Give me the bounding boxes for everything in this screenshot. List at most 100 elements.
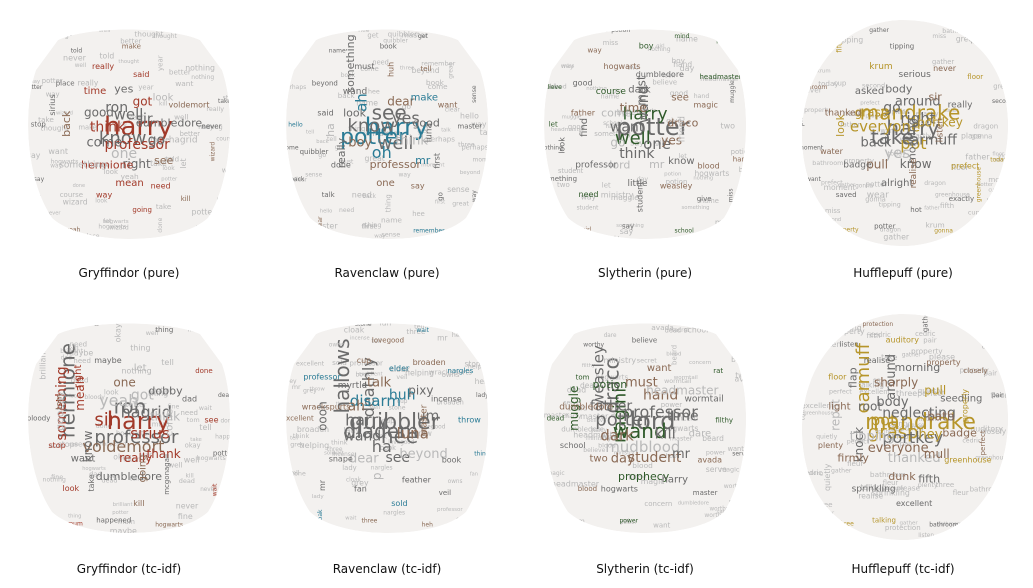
wordcloud-word: bathroom xyxy=(798,84,827,91)
wordcloud-word: find xyxy=(579,118,590,137)
wordcloud-word: go xyxy=(610,136,625,150)
wordcloud-word: hogwarts xyxy=(601,485,638,494)
wordcloud-word: lord xyxy=(630,407,676,435)
wordcloud-word: wait xyxy=(416,327,429,334)
wordcloud-filler-word: power xyxy=(661,401,682,409)
wordcloud-word: nothing xyxy=(19,360,26,383)
wordcloud-filler-word: closely xyxy=(980,427,1006,436)
wordcloud-word: cup xyxy=(357,356,372,365)
wordcloud-word: p xyxy=(370,472,384,480)
wordcloud-word: mean xyxy=(73,377,87,411)
wordcloud-filler-word: want xyxy=(55,30,72,38)
wordcloud-filler-word: bathroom xyxy=(937,521,962,527)
wordcloud-filler-word: hogwarts xyxy=(82,466,106,472)
wordcloud-word: miss xyxy=(728,189,735,203)
wordcloud-filler-word: stone xyxy=(289,471,306,478)
wordcloud-caption: Gryffindor (pure) xyxy=(78,266,180,280)
wordcloud-filler-word: filthy xyxy=(582,363,595,369)
wordcloud-filler-word: hello xyxy=(320,209,333,215)
wordcloud-word: one xyxy=(111,146,137,162)
wordcloud-filler-word: place xyxy=(961,131,982,140)
wordcloud-word: father xyxy=(971,39,990,46)
wordcloud-caption: Gryffindor (tc-idf) xyxy=(76,562,182,576)
wordcloud-word: mr xyxy=(318,479,327,491)
wordcloud-filler-word: clear xyxy=(445,107,461,114)
wordcloud-word: harry xyxy=(623,105,668,125)
wordcloud-word: water xyxy=(820,147,844,156)
wordcloud-filler-word: hee xyxy=(295,33,308,41)
wordcloud-filler-word: wait xyxy=(199,405,213,412)
wordcloud-word: say xyxy=(34,176,45,183)
wordcloud-filler-word: book xyxy=(356,372,371,379)
wordcloud-word: greenhouse xyxy=(976,167,983,203)
wordcloud-filler-word: muggle xyxy=(546,215,565,221)
wordcloud-word: mcgonagall xyxy=(163,454,171,495)
wordcloud-filler-word: really xyxy=(206,105,224,113)
wordcloud-filler-word: fifth xyxy=(940,201,954,210)
wordcloud-word: time xyxy=(620,101,647,115)
wordcloud-word: know xyxy=(900,157,932,171)
wordcloud-filler-word: say xyxy=(630,138,644,147)
wordcloud-filler-word: course xyxy=(216,137,236,143)
wordcloud-word: luna xyxy=(397,425,429,443)
wordcloud-filler-word: master xyxy=(670,435,693,443)
wordcloud-filler-word: make xyxy=(150,136,169,144)
wordcloud-word: saved xyxy=(836,191,857,199)
wordcloud-filler-word: brilliant xyxy=(60,348,83,355)
wordcloud-filler-word: blood xyxy=(599,235,619,244)
wordcloud-word: something xyxy=(54,366,70,440)
wordcloud-word: sir xyxy=(929,90,943,103)
wordcloud-word: harry xyxy=(104,112,173,142)
wordcloud-filler-word: told xyxy=(100,51,115,60)
wordcloud-word: weasley xyxy=(660,181,693,190)
wordcloud-word: want xyxy=(48,147,68,156)
wordcloud-word: well xyxy=(99,27,111,34)
wordcloud-shape xyxy=(286,29,489,239)
wordcloud-filler-word: place xyxy=(93,162,110,169)
wordcloud-filler-word: exactly xyxy=(908,133,931,140)
wordcloud-filler-word: cloak xyxy=(390,365,411,374)
wordcloud-word: dobby xyxy=(148,384,183,397)
wordcloud-filler-word: dumbledore xyxy=(561,424,604,433)
wordcloud-filler-word: plenty xyxy=(888,420,910,428)
wordcloud-word: realise xyxy=(864,356,891,365)
wordcloud-filler-word: three xyxy=(458,141,475,148)
wordcloud-filler-word: sense xyxy=(381,231,400,239)
wordcloud-filler-word: muggle xyxy=(611,193,639,202)
wordcloud-filler-word: going xyxy=(55,228,69,234)
wordcloud-filler-word: gather xyxy=(831,468,852,475)
wordcloud-filler-word: potter xyxy=(161,177,178,183)
wordcloud-word: pot xyxy=(870,411,896,430)
wordcloud-word: ministry xyxy=(604,356,637,365)
wordcloud-shape xyxy=(544,323,747,533)
wordcloud-filler-word: name xyxy=(676,35,698,44)
wordcloud-filler-word: never xyxy=(46,210,62,216)
wordcloud-word: three xyxy=(838,520,854,527)
wordcloud-filler-word: protection xyxy=(996,489,1015,497)
wordcloud-filler-word: thought xyxy=(134,30,163,39)
wordcloud-word: name xyxy=(329,48,346,55)
wordcloud-word: elder xyxy=(389,364,410,373)
wordcloud-word: hand xyxy=(643,388,678,404)
wordcloud-word: around xyxy=(884,354,899,400)
wordcloud-word: bloody xyxy=(27,415,51,423)
wordcloud-filler-word: stone xyxy=(389,404,406,411)
wordcloud-filler-word: three xyxy=(327,447,343,453)
wordcloud-word: kill xyxy=(655,425,676,443)
wordcloud-filler-word: hogwarts xyxy=(103,219,129,225)
wordcloud-word: right xyxy=(73,365,84,389)
wordcloud-word: girl xyxy=(582,226,592,233)
wordcloud-panel: protectionthreepairpleasebathroomgatherc… xyxy=(774,294,1032,588)
wordcloud-filler-word: perhaps xyxy=(426,135,455,144)
wordcloud-word: said xyxy=(133,70,149,79)
wordcloud-word: hey xyxy=(919,428,943,443)
wordcloud-word: see xyxy=(372,101,407,125)
wordcloud-word: potion xyxy=(611,27,630,34)
wordcloud-word: concern xyxy=(644,500,672,508)
wordcloud-word: thanked xyxy=(825,109,862,119)
wordcloud-word: need xyxy=(151,181,171,190)
wordcloud-filler-word: thing xyxy=(130,344,150,353)
wordcloud-filler-word: dragon xyxy=(924,180,946,187)
wordcloud-word: worthy xyxy=(583,342,604,349)
wordcloud-filler-word: say xyxy=(31,79,40,85)
